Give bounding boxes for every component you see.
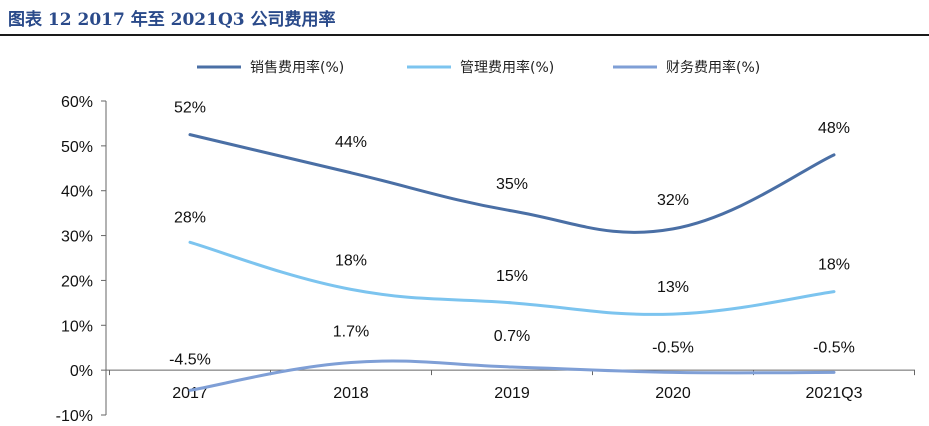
x-tick-label: 2018 xyxy=(333,385,369,402)
x-tick-label: 2020 xyxy=(655,385,691,402)
figure-title: 图表 12 2017 年至 2021Q3 公司费用率 xyxy=(8,10,336,30)
x-tick-label: 2021Q3 xyxy=(806,385,863,402)
y-tick-label: 50% xyxy=(61,139,93,156)
finance-expense-ratio-data-label: -0.5% xyxy=(652,339,694,356)
y-tick-label: 60% xyxy=(61,94,93,111)
y-tick-label: 0% xyxy=(70,363,93,380)
finance-expense-ratio-data-label: -0.5% xyxy=(813,339,855,356)
selling-expense-ratio-data-label: 52% xyxy=(174,100,206,117)
y-tick-label: 40% xyxy=(61,184,93,201)
admin-expense-ratio-data-label: 28% xyxy=(174,209,206,226)
title-rule xyxy=(0,34,929,36)
finance-expense-ratio-data-label: 1.7% xyxy=(333,324,369,341)
finance-expense-ratio-data-label: -4.5% xyxy=(169,351,211,368)
x-tick-label: 2019 xyxy=(494,385,530,402)
selling-expense-ratio-data-label: 44% xyxy=(335,134,367,151)
y-tick-label: 30% xyxy=(61,229,93,246)
admin-expense-ratio-data-label: 15% xyxy=(496,268,528,285)
admin-expense-ratio-data-label: 18% xyxy=(335,252,367,269)
y-tick-label: -10% xyxy=(56,408,93,425)
admin-expense-ratio-data-label: 13% xyxy=(657,279,689,296)
admin-expense-ratio-data-label: 18% xyxy=(818,257,850,274)
y-tick-label: 10% xyxy=(61,318,93,335)
legend-label-admin-expense-ratio: 管理费用率(%) xyxy=(460,59,554,76)
selling-expense-ratio-data-label: 32% xyxy=(657,192,689,209)
y-tick-label: 20% xyxy=(61,273,93,290)
finance-expense-ratio-data-label: 0.7% xyxy=(494,328,530,345)
legend-label-finance-expense-ratio: 财务费用率(%) xyxy=(666,59,760,76)
selling-expense-ratio-data-label: 35% xyxy=(496,176,528,193)
selling-expense-ratio-data-label: 48% xyxy=(818,120,850,137)
legend-label-selling-expense-ratio: 销售费用率(%) xyxy=(250,59,344,76)
